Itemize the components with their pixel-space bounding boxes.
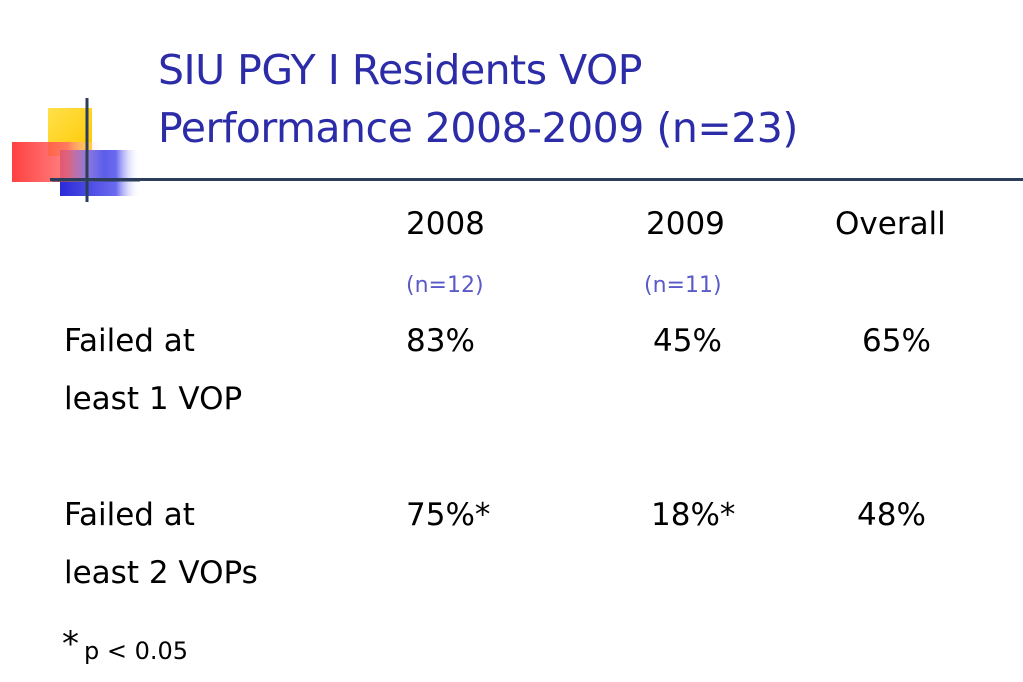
- title-divider: [50, 178, 1023, 181]
- column-subheading-2009: (n=11): [644, 273, 722, 298]
- row-2-value-2008: 75%*: [406, 497, 491, 533]
- column-heading-2009: 2009: [646, 206, 725, 242]
- slide-title-line-1: SIU PGY I Residents VOP: [158, 46, 642, 94]
- row-1-value-2009: 45%: [653, 323, 722, 359]
- row-1-label-line-1: Failed at: [64, 323, 195, 359]
- row-2-value-overall: 48%: [857, 497, 926, 533]
- row-2-label-line-2: least 2 VOPs: [64, 555, 258, 591]
- row-2-value-2009: 18%*: [651, 497, 736, 533]
- slide-title-line-2: Performance 2008-2009 (n=23): [158, 104, 798, 152]
- row-2-label-line-1: Failed at: [64, 497, 195, 533]
- footnote-text: p < 0.05: [84, 637, 189, 665]
- row-1-label-line-2: least 1 VOP: [64, 381, 243, 417]
- column-heading-2008: 2008: [406, 206, 485, 242]
- slide-decoration-logo: [12, 98, 140, 202]
- column-heading-overall: Overall: [835, 206, 946, 242]
- footnote-asterisk: *: [62, 624, 79, 664]
- row-1-value-2008: 83%: [406, 323, 475, 359]
- column-subheading-2008: (n=12): [406, 273, 484, 298]
- row-1-value-overall: 65%: [862, 323, 931, 359]
